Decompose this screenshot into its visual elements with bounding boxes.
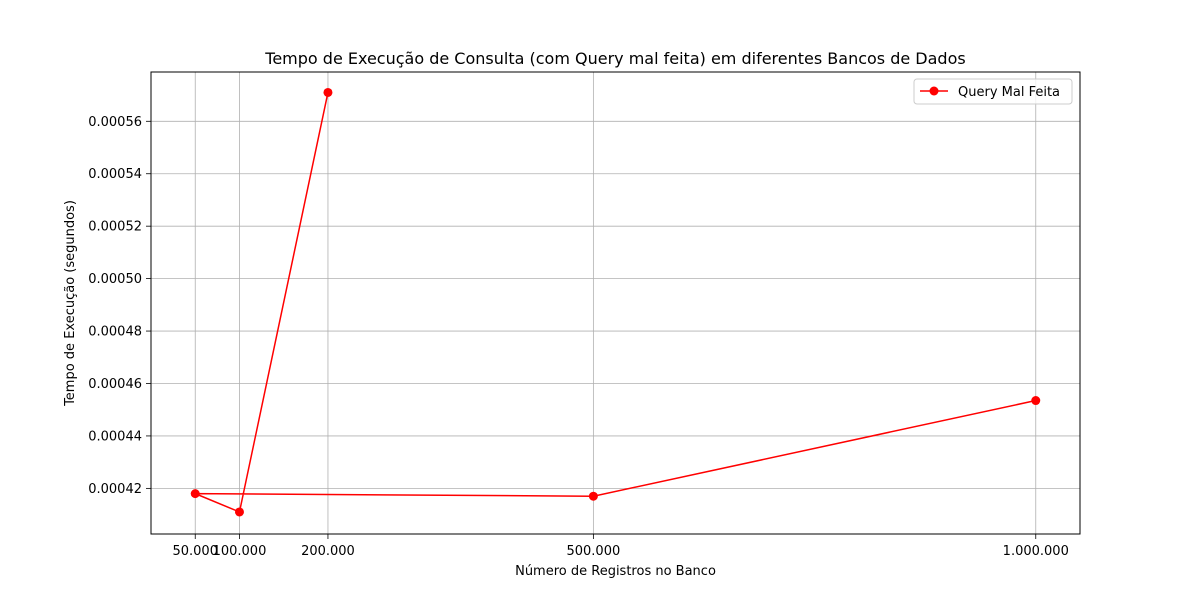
y-tick-label: 0.00044 [88, 429, 142, 444]
legend-label: Query Mal Feita [958, 85, 1060, 100]
data-point [1031, 396, 1041, 406]
y-tick-label: 0.00042 [88, 482, 142, 497]
x-tick-label: 500.000 [566, 544, 620, 559]
y-tick-label: 0.00056 [88, 115, 142, 130]
y-tick-label: 0.00054 [88, 167, 142, 182]
plot-frame [150, 71, 1081, 535]
x-tick-label: 200.000 [301, 544, 355, 559]
x-tick-label: 100.000 [213, 544, 267, 559]
chart-title: Tempo de Execução de Consulta (com Query… [264, 49, 965, 68]
series-layer [190, 87, 1041, 517]
data-point [588, 491, 598, 501]
x-tick-label: 50.000 [172, 544, 218, 559]
x-tick-label: 1.000.000 [1003, 544, 1069, 559]
x-axis-label: Número de Registros no Banco [515, 564, 716, 579]
y-tick-label: 0.00050 [88, 272, 142, 287]
grid [151, 72, 1080, 534]
data-point [190, 489, 200, 499]
y-tick-label: 0.00052 [88, 220, 142, 235]
legend: Query Mal Feita [913, 78, 1073, 105]
y-tick-label: 0.00046 [88, 377, 142, 392]
legend-marker [929, 86, 939, 96]
series-line [194, 92, 1036, 513]
legend-box [913, 78, 1073, 105]
y-axis-label: Tempo de Execução (segundos) [63, 200, 78, 407]
y-tick-label: 0.00048 [88, 325, 142, 340]
data-point [323, 87, 333, 97]
data-point [234, 507, 244, 517]
